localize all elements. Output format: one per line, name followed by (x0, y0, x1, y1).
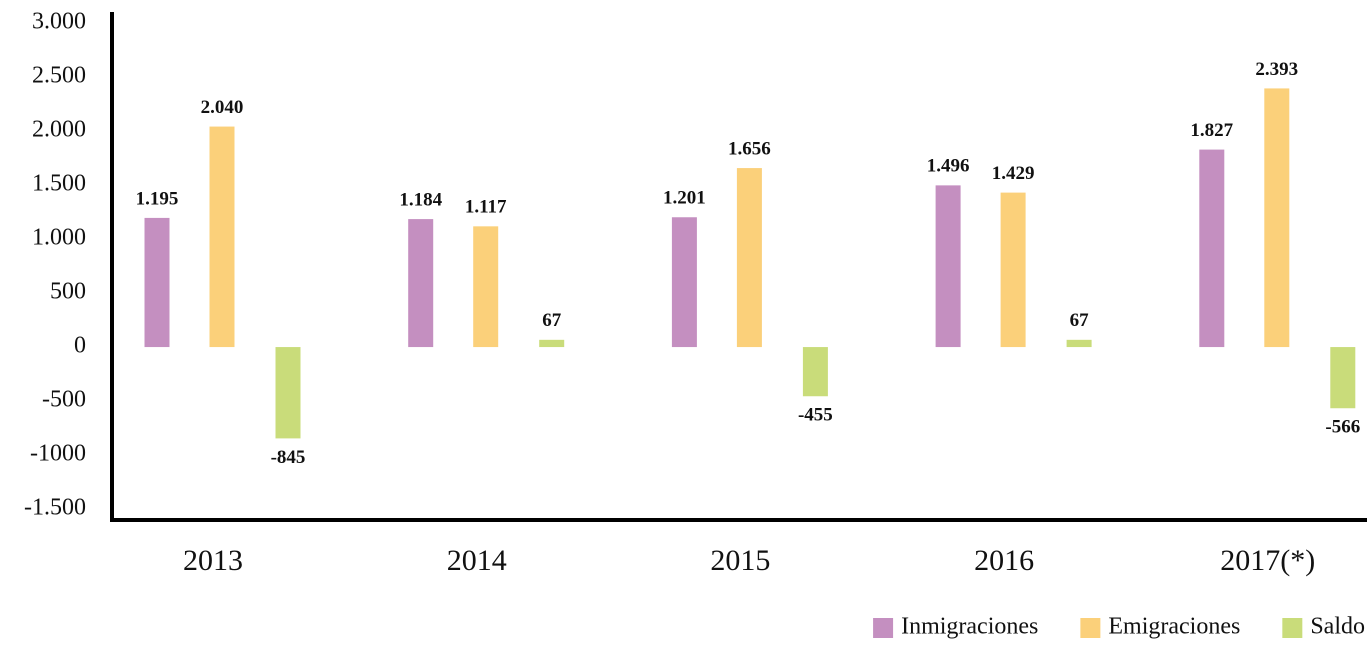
x-tick-label: 2014 (447, 544, 507, 577)
bar (209, 126, 235, 348)
bar (144, 217, 170, 348)
value-label: 67 (1070, 310, 1090, 331)
bar (275, 347, 301, 439)
x-tick-label: 2017(*) (1220, 544, 1315, 577)
value-label: 1.195 (136, 188, 179, 209)
y-tick-label: 2.000 (32, 116, 86, 142)
legend-label: Emigraciones (1108, 614, 1240, 640)
value-label: 2.393 (1255, 59, 1298, 80)
value-label: 2.040 (201, 97, 244, 118)
value-label: 1.827 (1190, 120, 1233, 141)
bar (1264, 88, 1290, 348)
bar (802, 347, 828, 397)
bar (408, 219, 434, 348)
value-label: 67 (542, 310, 562, 331)
bar (935, 185, 961, 348)
value-label: 1.117 (465, 197, 507, 218)
value-label: 1.656 (728, 138, 771, 159)
bar (539, 339, 565, 348)
y-tick-label: 2.500 (32, 62, 86, 88)
value-label: -455 (798, 405, 833, 426)
y-tick-label: 3.000 (32, 8, 86, 34)
y-tick-label: -1000 (30, 441, 86, 467)
legend-swatch (1080, 618, 1101, 638)
x-tick-label: 2016 (974, 544, 1034, 577)
value-label: -566 (1325, 417, 1360, 438)
bar (1066, 339, 1092, 348)
value-label: 1.184 (399, 189, 442, 210)
y-tick-label: -500 (42, 387, 86, 413)
value-label: 1.201 (663, 188, 706, 209)
legend-swatch (873, 618, 894, 638)
value-label: -845 (271, 447, 306, 468)
y-tick-label: 500 (50, 279, 86, 305)
bar (671, 217, 697, 348)
legend-label: Saldo (1310, 614, 1365, 640)
legend-swatch (1282, 618, 1303, 638)
bar (1199, 149, 1225, 348)
y-tick-label: 1.000 (32, 224, 86, 250)
y-tick-label: 0 (74, 333, 86, 359)
value-label: 1.429 (992, 163, 1035, 184)
bar (1000, 192, 1026, 348)
legend-label: Inmigraciones (901, 614, 1038, 640)
bar (736, 168, 762, 348)
x-tick-label: 2013 (183, 544, 243, 577)
bar (473, 226, 499, 348)
bar (1330, 347, 1356, 409)
y-tick-label: 1.500 (32, 170, 86, 196)
x-tick-label: 2015 (710, 544, 770, 577)
value-label: 1.496 (927, 156, 970, 177)
y-tick-label: -1.500 (24, 495, 86, 521)
